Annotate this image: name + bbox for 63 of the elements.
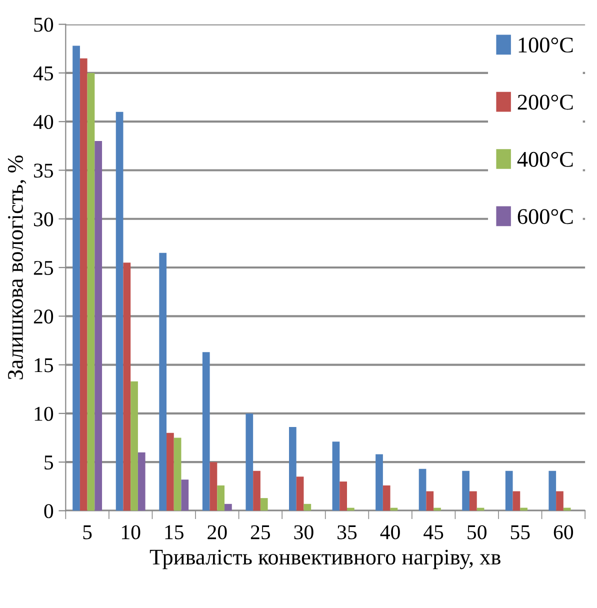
- x-tick-label: 10: [122, 525, 140, 540]
- x-tick-label: 25: [250, 525, 270, 540]
- legend-label: 400°C: [517, 152, 573, 167]
- x-tick-label: 20: [208, 525, 227, 540]
- bar: [418, 468, 426, 511]
- legend-label: 200°C: [518, 94, 573, 110]
- legend-label: 600°C: [518, 209, 573, 224]
- y-tick-label: 5: [44, 456, 54, 470]
- y-tick-label: 0: [44, 504, 54, 518]
- bar: [505, 470, 513, 511]
- bar: [556, 491, 564, 511]
- bar: [87, 72, 95, 511]
- bar: [332, 442, 340, 511]
- legend-label: 100°C: [518, 38, 573, 53]
- x-tick-label: 30: [294, 525, 314, 540]
- bar: [138, 452, 146, 511]
- bar: [224, 504, 232, 511]
- y-tick-label: 15: [34, 358, 54, 372]
- bar: [304, 504, 312, 511]
- y-tick-label: 40: [33, 114, 54, 130]
- x-tick-label: 50: [468, 525, 486, 540]
- x-tick-label: 5: [83, 525, 92, 540]
- bar: [340, 482, 348, 511]
- x-tick-label: 45: [424, 525, 444, 540]
- bar: [94, 141, 102, 511]
- bar: [72, 46, 80, 511]
- bar: [469, 491, 477, 511]
- y-tick-label: 25: [34, 260, 54, 275]
- x-tick-label: 35: [338, 525, 357, 540]
- x-axis-title: Тривалість конвективного нагріву, хв: [150, 550, 500, 570]
- bar: [80, 58, 88, 511]
- bar: [512, 491, 520, 511]
- x-tick-label: 55: [510, 525, 530, 540]
- y-tick-label: 45: [33, 66, 54, 80]
- bar: [202, 352, 210, 511]
- x-tick-label: 40: [380, 525, 400, 540]
- bar: [174, 438, 182, 511]
- bar: [166, 432, 174, 511]
- bar: [260, 498, 268, 511]
- bar: [548, 470, 556, 511]
- y-tick-label: 20: [34, 310, 54, 324]
- bar: [289, 427, 296, 511]
- y-tick-label: 30: [34, 212, 54, 226]
- bar: [210, 462, 218, 511]
- bar: [382, 485, 390, 511]
- x-tick-label: 60: [554, 525, 574, 540]
- bar: [462, 470, 470, 511]
- y-tick-label: 10: [34, 406, 54, 421]
- bar: [159, 252, 167, 511]
- bar: [376, 454, 383, 511]
- bar: [426, 491, 434, 511]
- bar: [217, 485, 225, 511]
- bar: [123, 262, 131, 511]
- x-tick-label: 15: [165, 525, 184, 540]
- bar: [246, 413, 254, 511]
- bar: [116, 112, 124, 511]
- y-tick-label: 35: [34, 164, 54, 178]
- bar: [130, 381, 138, 511]
- bar: [253, 470, 260, 511]
- bar: [296, 476, 304, 511]
- y-tick-label: 50: [34, 18, 54, 32]
- y-axis-title: Залишкова вологість, %: [8, 155, 26, 380]
- bar: [181, 480, 189, 511]
